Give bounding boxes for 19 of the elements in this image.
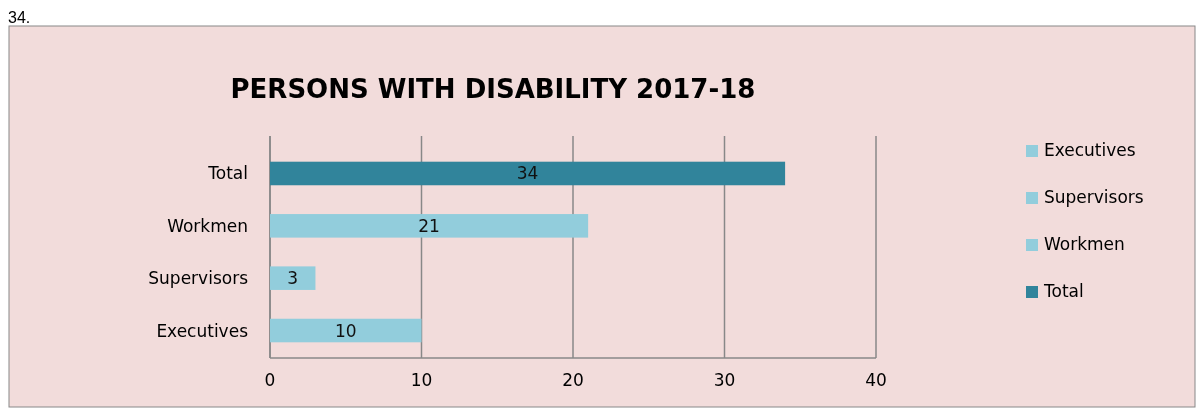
legend-label: Supervisors	[1044, 187, 1144, 207]
x-tick-label: 30	[713, 370, 736, 390]
x-tick-label: 10	[410, 370, 433, 390]
y-tick-label: Workmen	[167, 215, 248, 236]
data-label: 3	[287, 268, 299, 289]
data-label: 10	[334, 320, 357, 341]
text: 34.	[8, 9, 31, 26]
x-tick-label: 20	[562, 370, 584, 390]
y-tick-label: Supervisors	[148, 268, 249, 289]
chart-title: PERSONS WITH DISABILITY 2017-18	[230, 74, 756, 104]
data-label: 34	[516, 163, 539, 184]
y-tick-label: Executives	[156, 320, 249, 341]
legend-label: Total	[1043, 281, 1084, 301]
data-label: 21	[418, 215, 440, 236]
y-tick-label: Total	[207, 163, 248, 184]
x-tick-label: 0	[264, 370, 276, 390]
legend-label: Executives	[1044, 140, 1136, 160]
legend-label: Workmen	[1044, 234, 1125, 254]
x-tick-label: 40	[865, 370, 887, 390]
